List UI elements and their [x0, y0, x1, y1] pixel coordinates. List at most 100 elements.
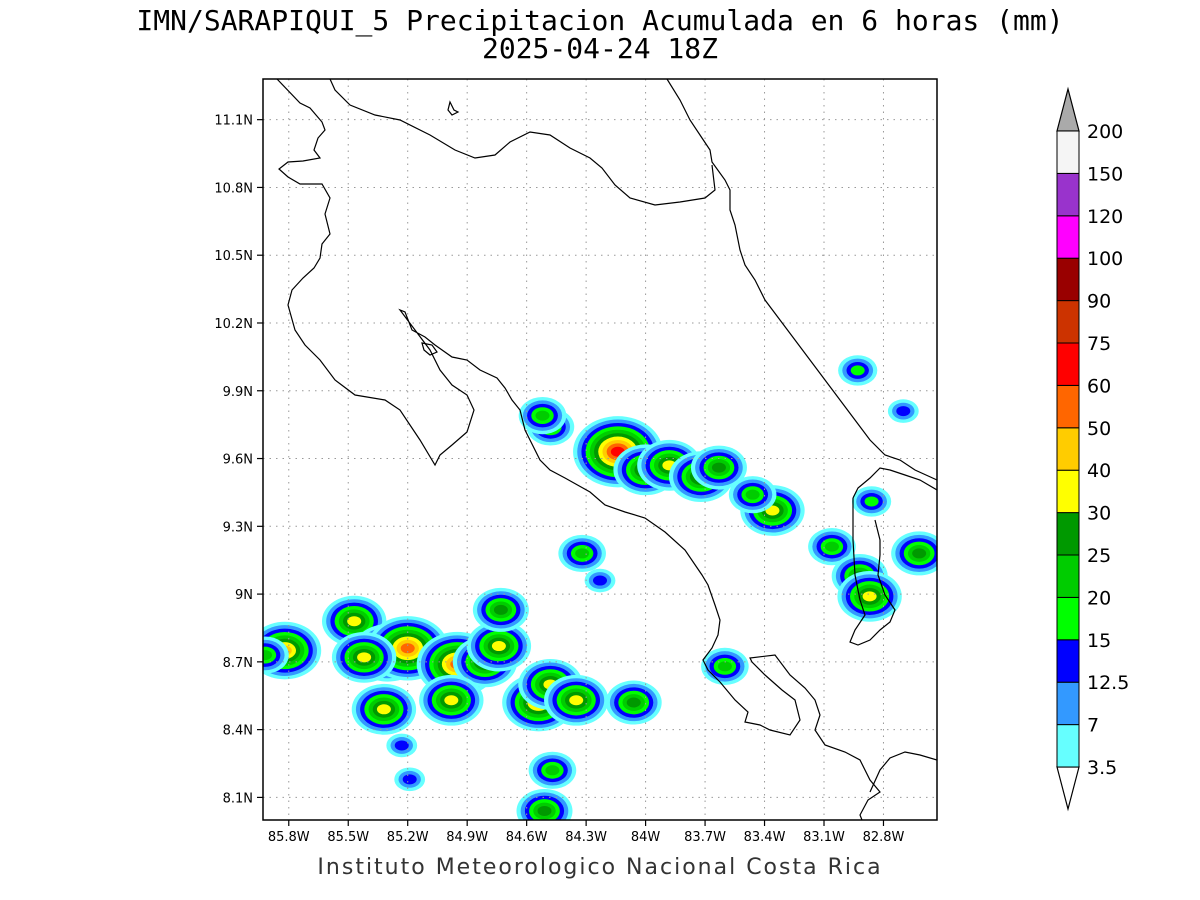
precip-cell: [351, 683, 417, 735]
colorbar-label: 75: [1087, 333, 1111, 355]
precip-contour: [824, 541, 839, 552]
precip-cell: [419, 674, 484, 726]
precip-contour: [569, 695, 584, 706]
precip-cell: [394, 767, 426, 792]
lon-tick-label: 83.4W: [744, 830, 786, 845]
precip-cell: [263, 636, 289, 674]
lat-tick-label: 8.7N: [223, 656, 253, 671]
colorbar-label: 200: [1087, 121, 1123, 143]
colorbar-under-arrow: [1056, 766, 1080, 812]
colorbar-label: 120: [1087, 206, 1123, 228]
precip-contour: [862, 591, 877, 602]
colorbar-label: 50: [1087, 418, 1111, 440]
lon-tick-label: 84.6W: [506, 830, 548, 845]
lon-tick-label: 84.9W: [446, 830, 488, 845]
colorbar-label: 25: [1087, 545, 1111, 567]
colorbar: 3.5 7 12.5 15 20 25 30 40 50 60 75 90 100 120 150 200: [1056, 86, 1129, 812]
lon-tick-label: 85.8W: [268, 830, 310, 845]
precip-cell: [331, 631, 397, 683]
precip-contour: [400, 643, 415, 654]
colorbar-over-arrow: [1056, 86, 1080, 132]
precip-cell: [528, 751, 577, 789]
colorbar-swatch: [1056, 512, 1080, 556]
colorbar-label: 60: [1087, 375, 1111, 397]
colorbar-swatch: [1056, 215, 1080, 259]
colorbar-label: 20: [1087, 587, 1111, 609]
precip-contour: [745, 489, 760, 500]
colorbar-swatch: [1056, 257, 1080, 302]
colorbar-label: 7: [1087, 715, 1099, 737]
precip-contour: [545, 765, 560, 776]
precip-cell: [518, 397, 567, 435]
lat-tick-label: 10.2N: [214, 317, 253, 332]
precip-contour: [263, 650, 272, 661]
colorbar-swatch: [1056, 384, 1080, 429]
lat-tick-label: 9N: [235, 588, 253, 603]
colorbar-swatch: [1056, 554, 1080, 598]
precip-contour: [535, 410, 550, 421]
precip-contour: [402, 774, 417, 785]
map-valid-time: 2025-04-24 18Z: [481, 32, 718, 65]
lat-tick-label: 8.1N: [223, 791, 253, 806]
precip-cell: [837, 570, 902, 622]
precip-contour: [376, 704, 391, 715]
precip-contour: [537, 805, 552, 816]
precip-cell: [887, 399, 919, 423]
colorbar-swatch: [1056, 681, 1080, 726]
precip-contour: [896, 406, 911, 417]
colorbar-swatch: [1056, 427, 1080, 471]
lon-tick-label: 82.8W: [863, 830, 905, 845]
lon-tick-label: 84W: [631, 830, 661, 845]
colorbar-swatch: [1056, 300, 1080, 344]
precip-contour: [491, 641, 506, 652]
precip-cell: [690, 445, 747, 490]
map-title: IMN/SARAPIQUI_5 Precipitacion Acumulada …: [136, 4, 1064, 37]
coastline: [276, 79, 937, 820]
precip-cell: [891, 531, 937, 576]
colorbar-label: 100: [1087, 248, 1123, 270]
map-frame: [262, 78, 938, 821]
colorbar-swatch: [1056, 342, 1080, 386]
latitude-axis: 11.1N 10.8N 10.5N 10.2N 9.9N 9.6N 9.3N 9N 8.7N 8.…: [214, 114, 263, 806]
lon-tick-label: 85.2W: [387, 830, 429, 845]
longitude-axis: 85.8W 85.5W 85.2W 84.9W 84.6W 84.3W 84W 83.7W 83…: [268, 820, 905, 845]
colorbar-label: 40: [1087, 460, 1111, 482]
precip-cell: [516, 788, 573, 820]
lat-tick-label: 9.6N: [223, 453, 253, 468]
precip-contour: [864, 496, 879, 507]
precip-cell: [472, 587, 529, 632]
colorbar-swatch: [1056, 130, 1080, 174]
lat-tick-label: 10.5N: [214, 249, 253, 264]
lat-tick-label: 11.1N: [214, 114, 253, 129]
colorbar-label: 15: [1087, 630, 1111, 652]
colorbar-label: 12.5: [1087, 672, 1129, 694]
lon-tick-label: 85.5W: [327, 830, 369, 845]
colorbar-swatch: [1056, 596, 1080, 641]
precip-contour: [394, 740, 409, 751]
colorbar-swatch: [1056, 469, 1080, 514]
colorbar-swatch: [1056, 639, 1080, 683]
precip-contour: [711, 462, 726, 473]
precip-contour: [493, 604, 508, 615]
precip-cell: [386, 733, 418, 758]
precip-cell: [605, 680, 662, 725]
precip-cell: [466, 620, 532, 672]
colorbar-label: 30: [1087, 503, 1111, 525]
lon-tick-label: 83.7W: [684, 830, 726, 845]
lat-tick-label: 8.4N: [223, 724, 253, 739]
lat-tick-label: 10.8N: [214, 181, 253, 196]
precip-cell: [728, 476, 777, 514]
precip-cell: [544, 674, 609, 726]
lon-tick-label: 83.1W: [803, 830, 845, 845]
colorbar-swatch: [1056, 172, 1080, 217]
precipitation-field: [263, 355, 937, 820]
precip-contour: [912, 548, 927, 559]
precip-contour: [444, 695, 459, 706]
precip-contour: [717, 661, 732, 672]
precip-contour: [850, 365, 865, 376]
lat-tick-label: 9.9N: [223, 385, 253, 400]
precip-contour: [626, 697, 641, 708]
precip-cell: [851, 486, 892, 517]
colorbar-label: 90: [1087, 291, 1111, 313]
